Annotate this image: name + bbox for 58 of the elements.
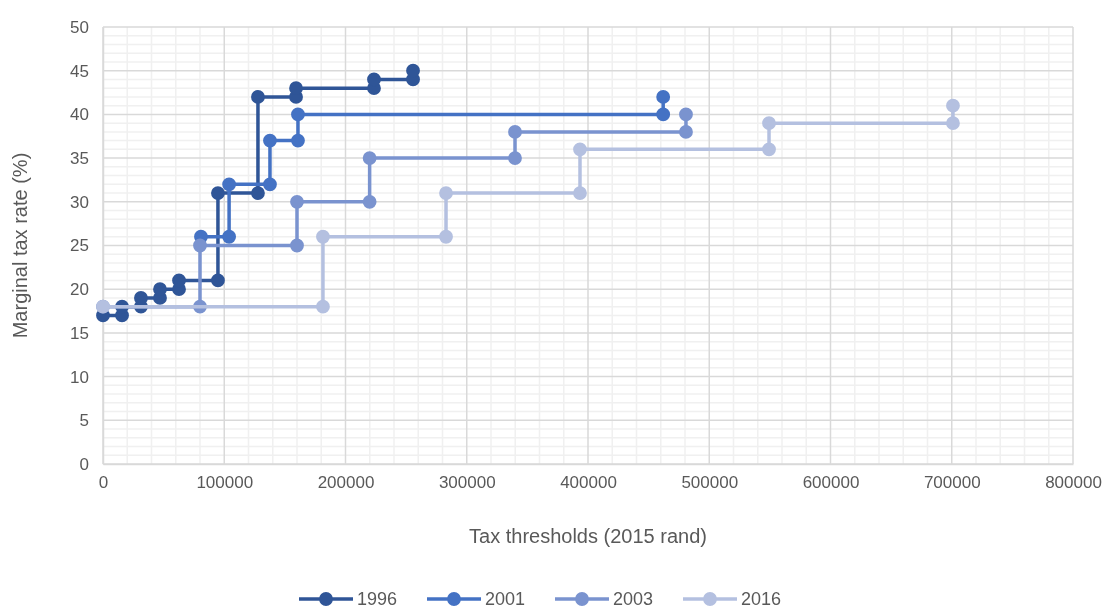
x-axis-title: Tax thresholds (2015 rand) [469,525,707,547]
legend-label: 2001 [485,589,526,609]
y-tick-label: 10 [70,367,89,387]
point [251,186,265,200]
point [134,291,148,305]
point [508,151,522,165]
y-tick-label: 35 [70,149,89,169]
point [290,194,304,209]
point [290,238,304,253]
y-tick-label: 45 [70,61,89,81]
point [362,194,377,209]
point [211,273,225,288]
point [193,238,207,253]
x-tick-label: 800000 [1045,473,1102,493]
y-tick-label: 40 [70,105,89,125]
point [222,177,237,192]
point [762,142,776,157]
point [263,133,277,148]
point [946,116,960,131]
x-tick-label: 200000 [317,473,375,493]
x-tick-label: 700000 [923,473,981,493]
point [211,186,225,200]
x-tick-label: 600000 [802,473,860,493]
legend-label: 2016 [741,589,782,609]
legend-label: 2003 [613,589,654,609]
point [316,229,330,244]
point [291,107,305,122]
point [946,98,960,113]
y-tick-label: 0 [79,454,89,474]
x-tick-label: 100000 [196,473,254,493]
point [762,116,776,131]
point [263,177,277,192]
point [656,90,671,104]
x-tick-label: 400000 [560,473,617,493]
point [362,151,377,165]
point [439,229,453,244]
y-tick-label: 5 [79,411,89,431]
point [222,229,237,244]
point [251,90,265,104]
x-tick-label: 500000 [681,473,739,493]
legend-label: 1996 [357,589,398,609]
point [316,299,330,314]
point [573,186,587,200]
y-tick-label: 50 [70,17,89,37]
point [439,186,453,200]
point [656,107,671,122]
y-tick-label: 15 [70,323,89,343]
point [573,142,587,157]
y-tick-label: 25 [70,236,89,256]
point [679,124,693,139]
x-tick-label: 0 [98,473,109,493]
point [679,107,693,122]
y-tick-label: 20 [70,280,89,300]
point [508,124,522,139]
point [291,133,305,148]
x-tick-label: 300000 [438,473,496,493]
y-axis-title: Marginal tax rate (%) [9,152,31,339]
y-tick-label: 30 [70,192,89,212]
